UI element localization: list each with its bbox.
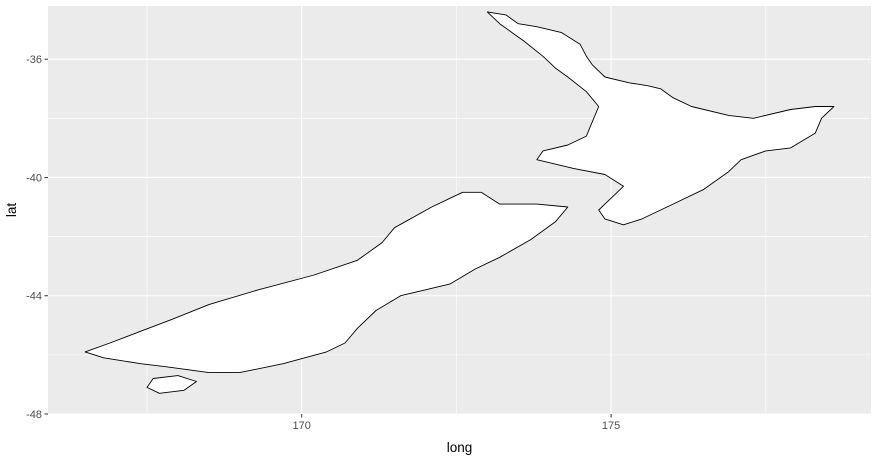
north-island-region	[486, 11, 835, 226]
x-axis-title: long	[447, 440, 473, 455]
x-tick-label: 170	[293, 420, 311, 432]
y-tick-label: -44	[26, 291, 42, 303]
x-axis-ticks: 170 175	[293, 414, 620, 432]
y-tick-label: -40	[26, 172, 42, 184]
stewart-island-region	[146, 375, 197, 394]
y-tick-label: -36	[26, 54, 42, 66]
south-island-region	[84, 191, 569, 374]
y-axis-title: lat	[4, 203, 19, 218]
x-tick-label: 175	[602, 420, 620, 432]
y-tick-label: -48	[26, 409, 42, 421]
y-axis-ticks: -36 -40 -44 -48	[26, 54, 48, 421]
land-layer	[84, 11, 835, 394]
